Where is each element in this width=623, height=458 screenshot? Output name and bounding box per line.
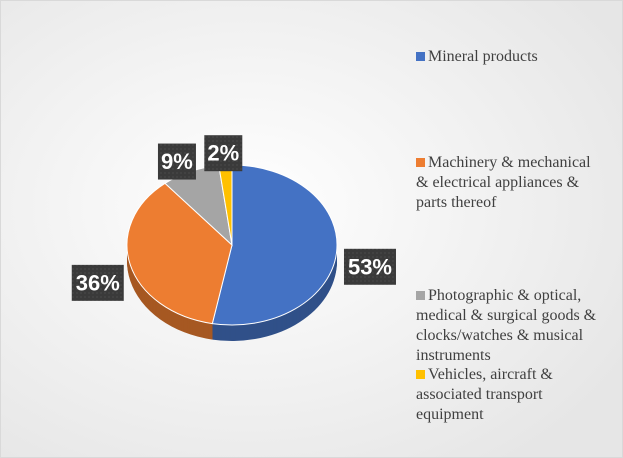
- legend-label: Photographic & optical, medical & surgic…: [416, 287, 597, 364]
- legend-item: Mineral products: [416, 47, 606, 67]
- legend-swatch: [416, 291, 425, 300]
- legend-item: Vehicles, aircraft & associated transpor…: [416, 365, 606, 425]
- value-label: 9%: [161, 149, 193, 174]
- value-label: 53%: [348, 254, 392, 279]
- legend-label: Mineral products: [428, 48, 538, 65]
- value-label: 2%: [207, 141, 239, 166]
- value-label-box: [204, 135, 243, 172]
- legend-swatch: [416, 370, 425, 379]
- legend-item: Machinery & mechanical & electrical appl…: [416, 153, 606, 213]
- value-label-box: [343, 248, 396, 285]
- legend-label: Machinery & mechanical & electrical appl…: [416, 154, 591, 211]
- legend-item: Photographic & optical, medical & surgic…: [416, 286, 606, 366]
- value-label-box: [71, 264, 124, 301]
- legend-label: Vehicles, aircraft & associated transpor…: [416, 366, 553, 423]
- legend-swatch: [416, 52, 425, 61]
- value-label-box: [157, 143, 196, 180]
- value-label: 36%: [76, 270, 120, 295]
- slice: [126, 182, 233, 325]
- slice: [211, 164, 338, 326]
- legend-swatch: [416, 158, 425, 167]
